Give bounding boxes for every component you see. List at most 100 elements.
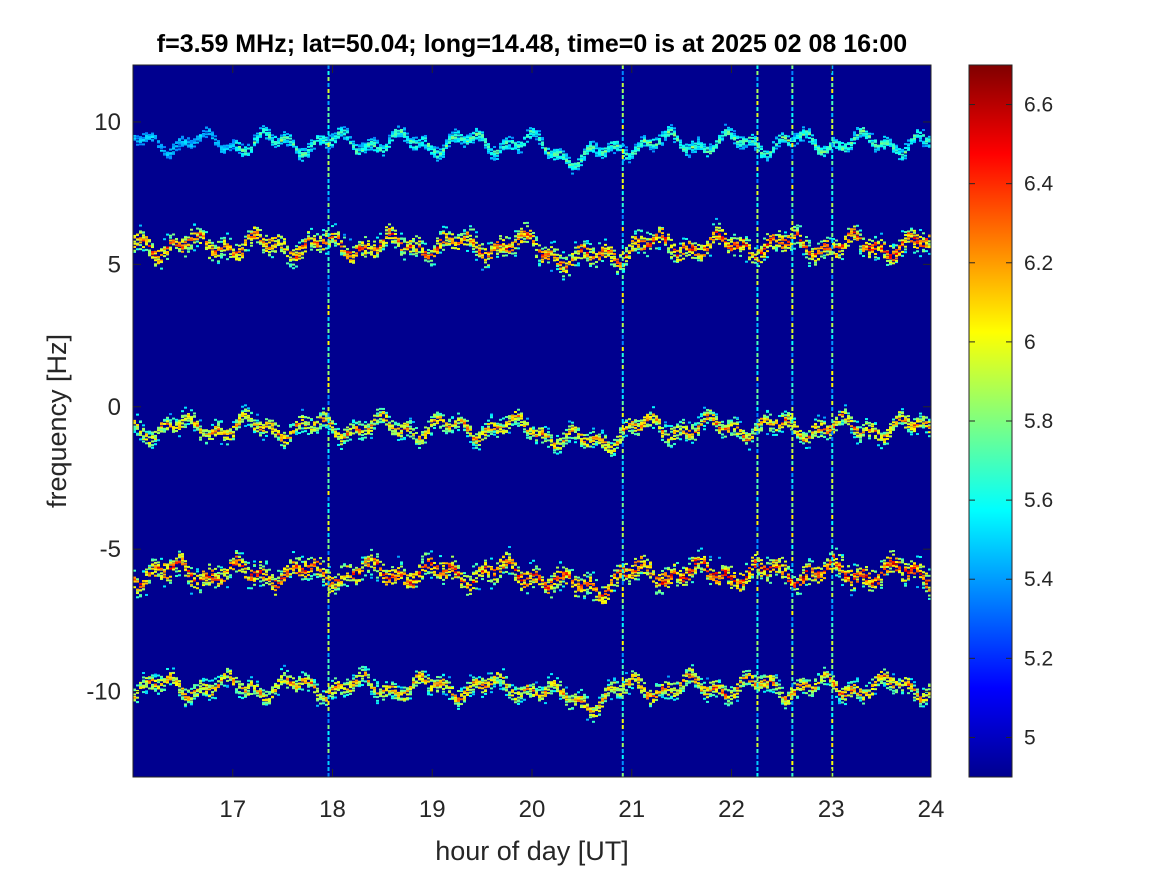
trace-cell <box>868 252 871 255</box>
trace-cell <box>886 136 889 139</box>
trace-cell <box>484 266 487 269</box>
trace-cell <box>253 235 256 238</box>
trace-cell <box>190 141 193 144</box>
trace-cell <box>244 410 247 413</box>
trace-cell <box>442 225 445 228</box>
trace-cell <box>775 136 778 139</box>
trace-cell <box>271 422 274 425</box>
trace-cell <box>631 240 634 243</box>
trace-cell <box>760 148 763 151</box>
trace-cell <box>568 163 571 166</box>
trace-cell <box>214 244 217 247</box>
trace-cell <box>805 132 808 135</box>
trace-cell <box>370 424 373 427</box>
trace-cell <box>388 229 391 232</box>
trace-cell <box>202 232 205 235</box>
trace-cell <box>772 238 775 241</box>
trace-cell <box>163 252 166 255</box>
trace-cell <box>184 414 187 417</box>
trace-cell <box>895 250 898 253</box>
trace-cell <box>604 249 607 252</box>
trace-cell <box>586 257 589 260</box>
trace-cell <box>301 155 304 158</box>
trace-cell <box>469 238 472 241</box>
trace-cell <box>274 250 277 253</box>
trace-cell <box>373 247 376 250</box>
trace-cell <box>178 421 181 424</box>
trace-cell <box>391 424 394 427</box>
trace-cell <box>250 418 253 421</box>
trace-cell <box>154 430 157 433</box>
trace-cell <box>853 231 856 234</box>
trace-cell <box>814 144 817 147</box>
trace-cell <box>286 262 289 265</box>
trace-cell <box>625 246 628 249</box>
trace-cell <box>154 436 157 439</box>
trace-cell <box>304 250 307 253</box>
trace-cell <box>412 434 415 437</box>
trace-cell <box>607 251 610 254</box>
trace-cell <box>910 229 913 232</box>
trace-cell <box>457 234 460 237</box>
trace-cell <box>238 423 241 426</box>
trace-cell <box>310 248 313 251</box>
trace-cell <box>388 140 391 143</box>
trace-cell <box>454 140 457 143</box>
trace-cell <box>844 243 847 246</box>
trace-cell <box>328 134 331 137</box>
trace-cell <box>373 414 376 417</box>
trace-cell <box>760 255 763 258</box>
trace-cell <box>718 134 721 137</box>
trace-cell <box>319 251 322 254</box>
trace-cell <box>730 245 733 248</box>
trace-cell <box>829 250 832 253</box>
trace-cell <box>868 238 871 241</box>
trace-cell <box>169 239 172 242</box>
trace-cell <box>676 137 679 140</box>
trace-cell <box>886 253 889 256</box>
trace-cell <box>616 272 619 275</box>
trace-cell <box>838 250 841 253</box>
trace-cell <box>529 234 532 237</box>
trace-cell <box>295 257 298 260</box>
trace-cell <box>301 256 304 259</box>
trace-cell <box>418 442 421 445</box>
trace-cell <box>367 425 370 428</box>
trace-cell <box>829 148 832 151</box>
trace-cell <box>181 416 184 419</box>
trace-cell <box>340 128 343 131</box>
trace-cell <box>385 147 388 150</box>
trace-cell <box>577 158 580 161</box>
trace-cell <box>262 423 265 426</box>
trace-cell <box>223 149 226 152</box>
trace-cell <box>235 141 238 144</box>
trace-cell <box>412 148 415 151</box>
trace-cell <box>247 230 250 233</box>
trace-cell <box>841 249 844 252</box>
trace-cell <box>403 128 406 131</box>
trace-cell <box>307 238 310 241</box>
trace-cell <box>610 145 613 148</box>
trace-cell <box>241 411 244 414</box>
trace-cell <box>637 145 640 148</box>
trace-cell <box>322 411 325 414</box>
trace-cell <box>193 138 196 141</box>
trace-cell <box>391 430 394 433</box>
trace-cell <box>247 414 250 417</box>
trace-cell <box>607 248 610 251</box>
trace-cell <box>136 413 139 416</box>
trace-cell <box>238 250 241 253</box>
trace-cell <box>532 134 535 137</box>
trace-cell <box>892 259 895 262</box>
trace-cell <box>871 239 874 242</box>
trace-cell <box>412 421 415 424</box>
trace-cell <box>307 145 310 148</box>
trace-cell <box>451 233 454 236</box>
trace-cell <box>700 244 703 247</box>
trace-cell <box>415 252 418 255</box>
trace-cell <box>319 143 322 146</box>
trace-cell <box>742 138 745 141</box>
trace-cell <box>451 136 454 139</box>
trace-cell <box>364 151 367 154</box>
trace-cell <box>406 421 409 424</box>
